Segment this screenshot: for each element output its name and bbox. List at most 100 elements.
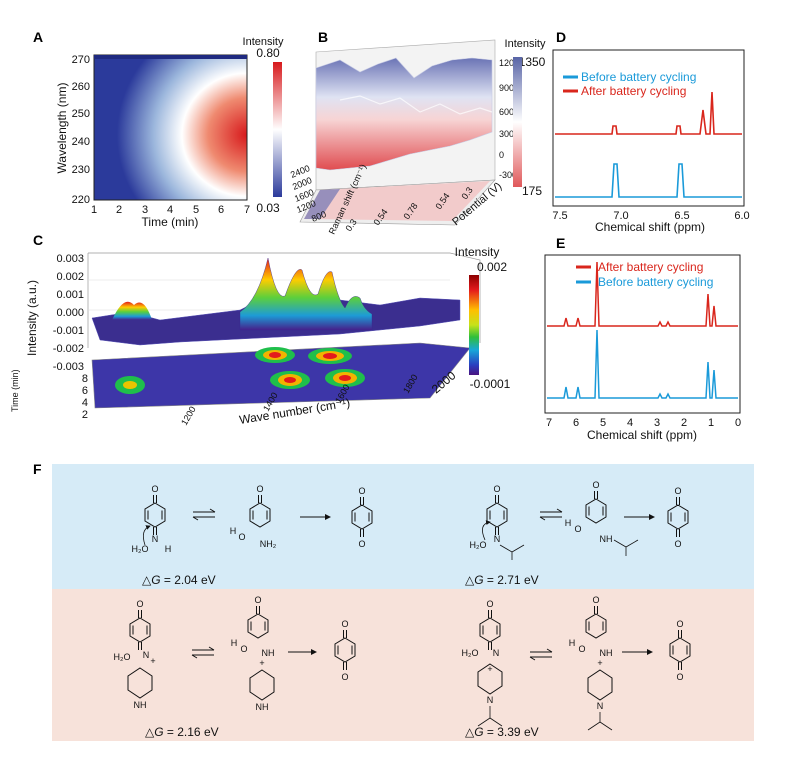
panel-f: F <box>33 461 754 741</box>
panel-a-letter: A <box>33 29 43 45</box>
f-top-band <box>52 464 754 589</box>
f-atom-h: H <box>165 544 172 554</box>
a-ytick: 220 <box>72 194 90 206</box>
f-acetyl <box>587 712 613 731</box>
f-dg-3: △G = 2.16 eV <box>145 725 219 739</box>
e-xticks: 7 6 5 4 3 2 1 0 <box>546 417 741 429</box>
b-colorbar-max: 1350 <box>519 55 546 69</box>
c-floor-spot <box>323 353 337 359</box>
d-xtick: 7.0 <box>613 210 628 222</box>
d-spectrum-before <box>555 163 742 198</box>
c-ylabel: Intensity (a.u.) <box>25 280 39 356</box>
f-atom-nh: NH <box>600 534 613 544</box>
panel-a-xticks: 1 2 3 4 5 6 7 <box>91 204 250 216</box>
f-atom-h: H <box>230 526 237 536</box>
f-atom-o: O <box>486 599 493 609</box>
c-time-tick: 6 <box>82 385 88 397</box>
f-dg-1: △G = 2.04 eV <box>142 573 216 587</box>
c-floor-spot <box>339 375 351 381</box>
b-ztick: 900 <box>499 83 514 93</box>
f-equilibrium-arrow <box>191 646 215 659</box>
c-colorbar-title: Intensity <box>455 245 500 259</box>
a-ytick: 270 <box>72 54 90 66</box>
c-xtick: 1200 <box>179 405 198 427</box>
c-colorbar-max: 0.002 <box>477 260 507 274</box>
a-xtick: 5 <box>193 204 199 216</box>
f-atom-o: O <box>574 524 581 534</box>
c-ytick: 0.002 <box>56 271 84 283</box>
f-atom-plus: + <box>150 656 155 666</box>
panel-a: A 270 260 250 240 230 220 1 2 3 4 5 6 7 … <box>33 29 284 229</box>
f-curly-arrow <box>482 520 491 541</box>
f-reaction-3: O N + H₂O NH O H O NH + NH O O △G = 2.16… <box>114 595 356 739</box>
f-reaction-2: O N H₂O O H O NH O O △G = 2.71 eV <box>465 480 689 587</box>
c-peaks-main <box>239 257 373 331</box>
c-colorbar-min: -0.0001 <box>470 377 511 391</box>
f-atom-plus: + <box>597 658 602 668</box>
e-xtick: 5 <box>600 417 606 429</box>
a-xtick: 7 <box>244 204 250 216</box>
c-time-tick: 8 <box>82 373 88 385</box>
c-box-top <box>88 252 481 343</box>
d-legend-after: After battery cycling <box>581 84 686 98</box>
b-ztick: -300 <box>499 170 517 180</box>
f-atom-plus: + <box>259 658 264 668</box>
a-xtick: 4 <box>167 204 173 216</box>
f-atom-o: O <box>136 599 143 609</box>
c-ytick: 0.000 <box>56 307 84 319</box>
c-floor-spot <box>269 352 281 358</box>
c-ytick: -0.003 <box>53 361 84 373</box>
f-piperazine <box>127 667 153 699</box>
f-atom-plus: + <box>487 664 492 674</box>
d-xtick: 7.5 <box>552 210 567 222</box>
f-equilibrium-arrow <box>529 648 553 661</box>
panel-c-letter: C <box>33 232 43 248</box>
e-spectrum-after <box>547 261 738 327</box>
a-xtick: 1 <box>91 204 97 216</box>
panel-d-letter: D <box>556 29 566 45</box>
a-colorbar-min: 0.03 <box>256 201 280 215</box>
f-atom-o: O <box>358 539 365 549</box>
b-surface-ridge <box>339 95 493 115</box>
e-xtick: 7 <box>546 417 552 429</box>
e-xtick: 6 <box>573 417 579 429</box>
panel-d: D Before battery cycling After battery c… <box>552 29 749 234</box>
f-equilibrium-arrow <box>192 508 216 521</box>
b-floor-blue <box>304 189 340 219</box>
e-spectrum-before <box>547 329 738 399</box>
f-atom-o: O <box>256 484 263 494</box>
a-ytick: 230 <box>72 164 90 176</box>
f-atom-o: O <box>676 672 683 682</box>
c-time-label: Time (min) <box>10 369 20 412</box>
b-ztick: 1200 <box>499 58 519 68</box>
d-spectrum-after <box>555 91 742 135</box>
c-time-tick: 2 <box>82 409 88 421</box>
panel-e-letter: E <box>556 235 565 251</box>
c-yticks: 0.003 0.002 0.001 0.000 -0.001 -0.002 -0… <box>53 253 84 373</box>
c-peak-left <box>112 301 152 320</box>
f-atom-h: H <box>569 638 576 648</box>
a-xlabel: Time (min) <box>142 215 199 229</box>
f-curly-arrow <box>142 525 151 546</box>
f-atom-o: O <box>676 619 683 629</box>
panel-b-letter: B <box>318 29 328 45</box>
a-colorbar-max: 0.80 <box>256 46 280 60</box>
f-atom-o: O <box>238 532 245 542</box>
d-frame <box>552 49 745 207</box>
f-atom-n: N <box>487 695 494 705</box>
a-ytick: 240 <box>72 136 90 148</box>
d-xticks: 7.5 7.0 6.5 6.0 <box>552 210 749 222</box>
f-bottom-band <box>52 589 754 741</box>
f-atom-o: O <box>592 595 599 605</box>
f-atom-nh: NH <box>262 648 275 658</box>
f-reaction-1: O N H₂O H O H O NH₂ O O △G = 2.04 eV <box>132 484 373 587</box>
f-dg-2: △G = 2.71 eV <box>465 573 539 587</box>
e-xtick: 1 <box>708 417 714 429</box>
f-atom-h2o: H₂O <box>114 652 131 662</box>
f-atom-h2o: H₂O <box>462 648 479 658</box>
f-reaction-4: O N H₂O + N O H O NH + N O O △G = 3.39 e… <box>462 595 691 739</box>
f-atom-o: O <box>358 486 365 496</box>
b-ztick: 0 <box>499 150 504 160</box>
f-acetyl <box>499 544 525 560</box>
